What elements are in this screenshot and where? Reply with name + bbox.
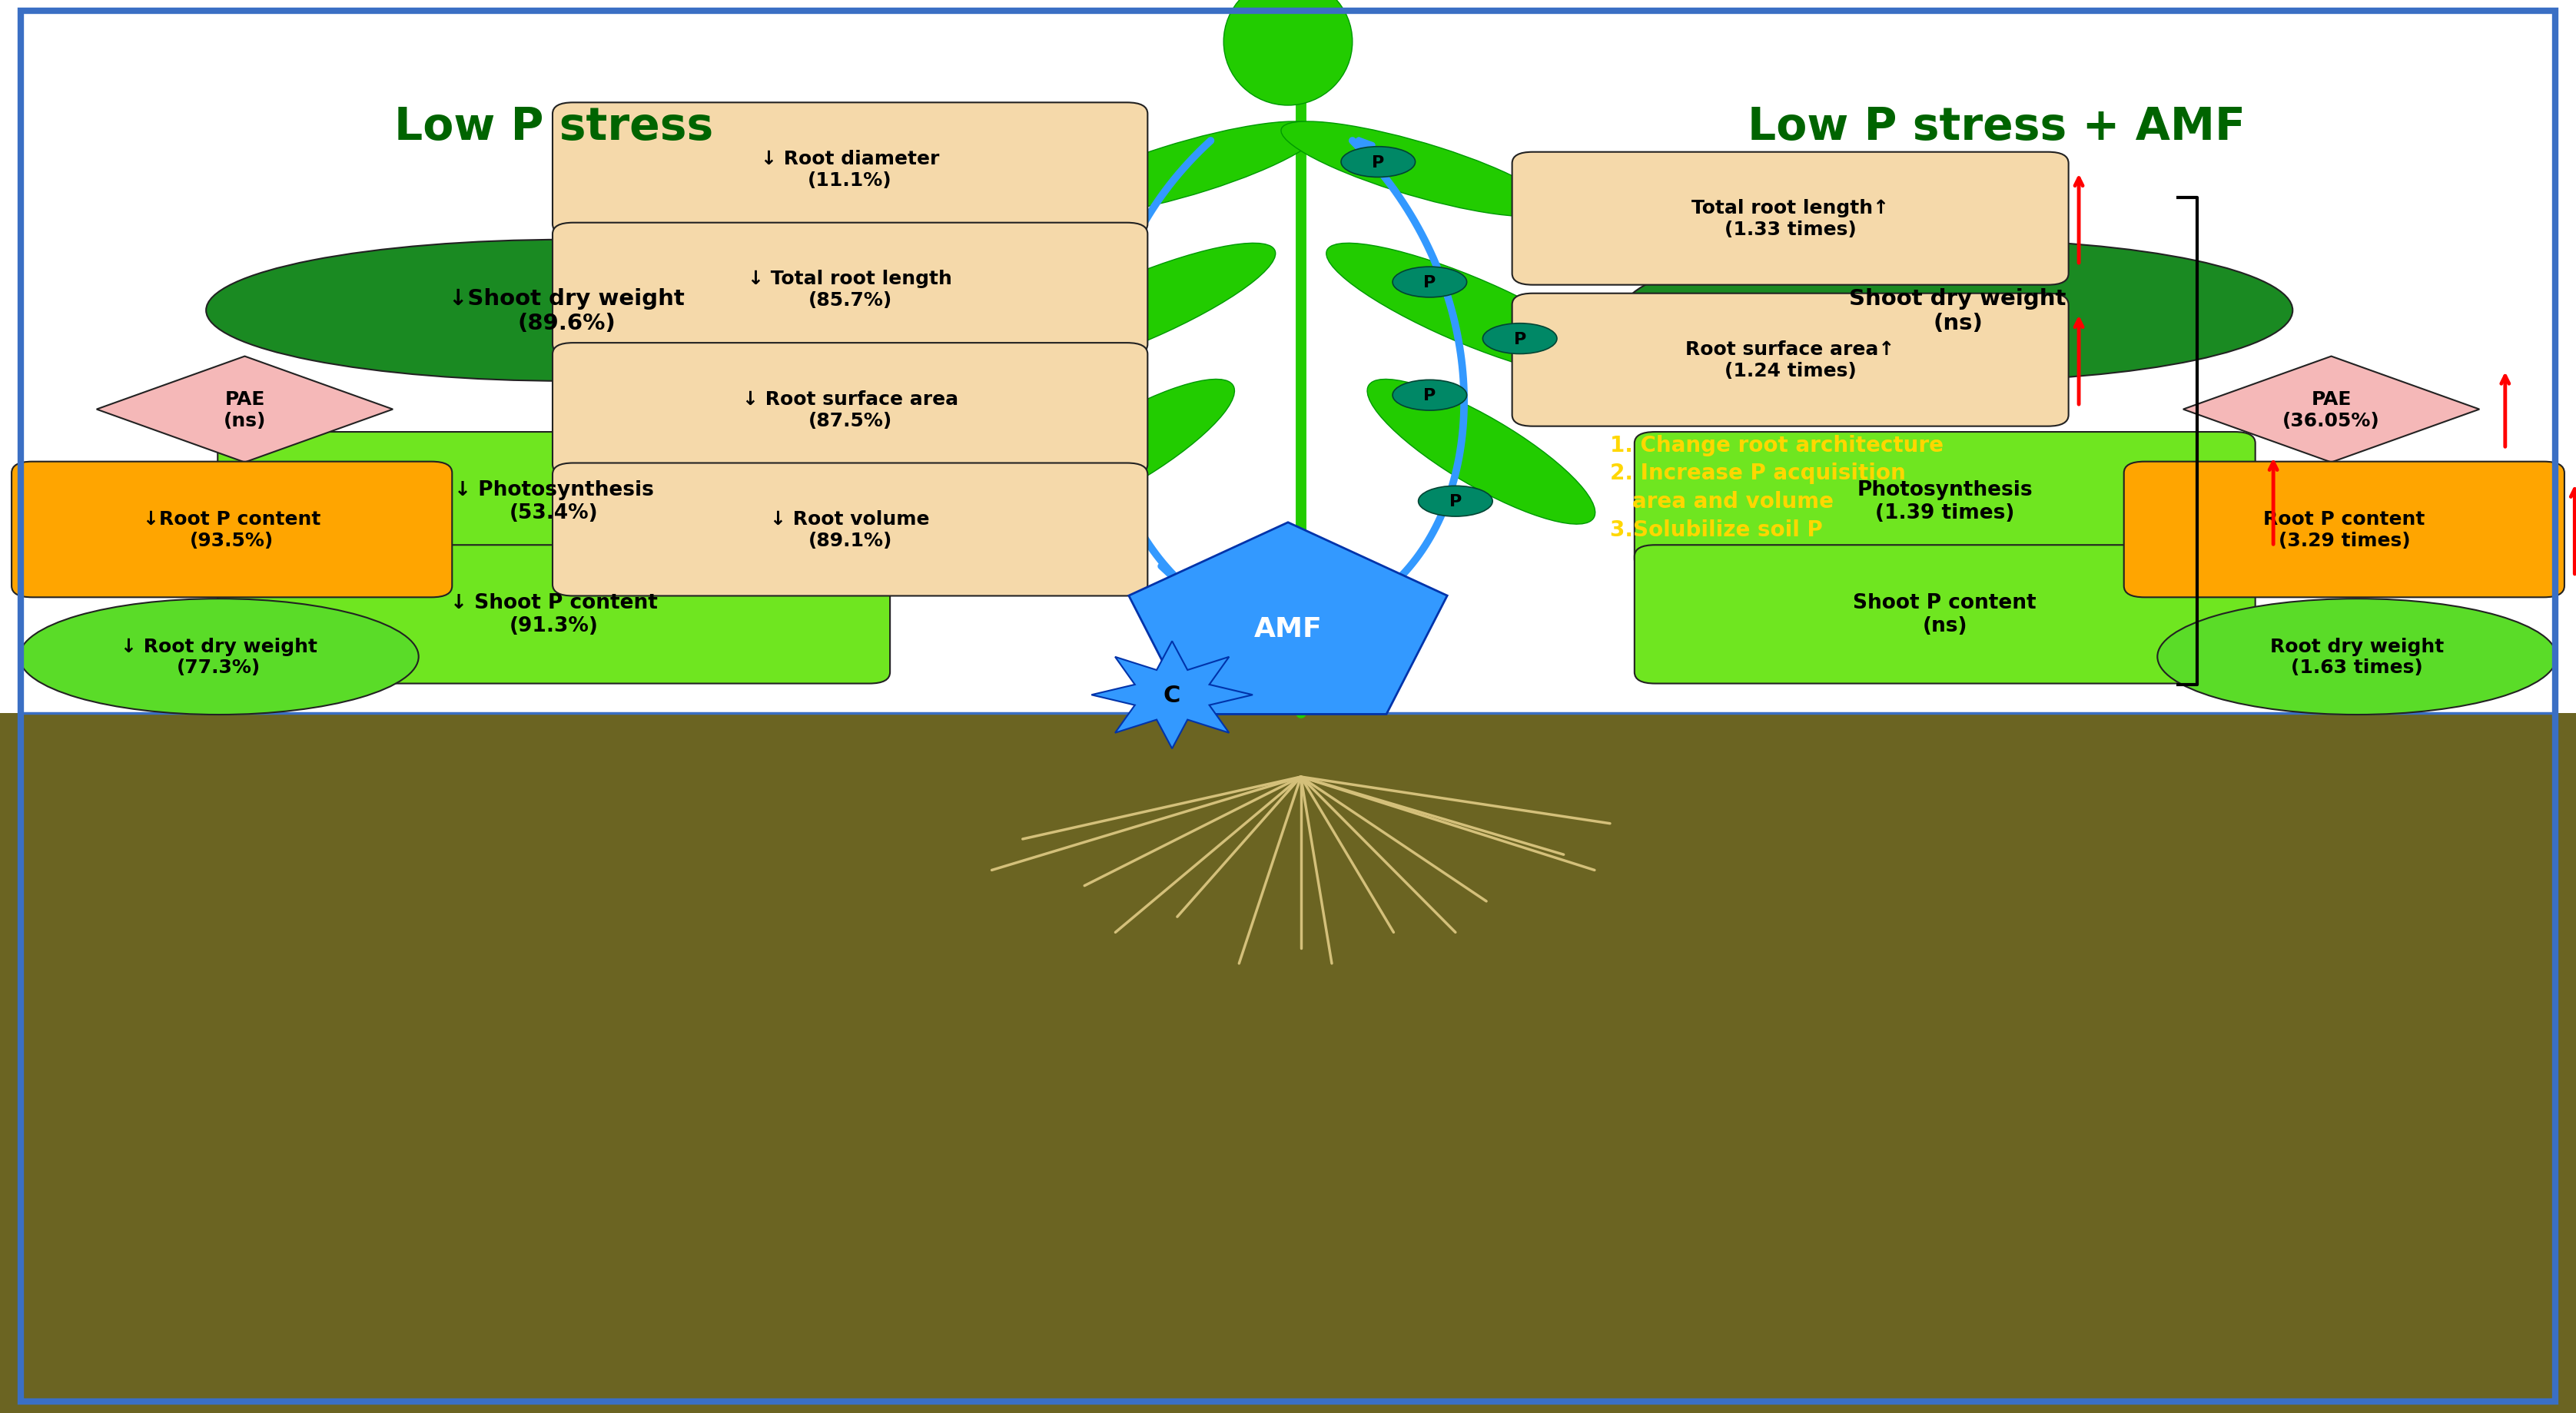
Text: ↓ Root surface area
(87.5%): ↓ Root surface area (87.5%): [742, 390, 958, 430]
FancyBboxPatch shape: [1633, 545, 2257, 684]
Ellipse shape: [206, 240, 927, 382]
FancyBboxPatch shape: [216, 432, 891, 571]
Ellipse shape: [21, 599, 417, 715]
Text: P: P: [1515, 332, 1525, 346]
Ellipse shape: [1327, 243, 1610, 379]
Ellipse shape: [1224, 0, 1352, 106]
Text: 1. Change root architecture
2. Increase P acquisition
   area and volume
3.Solub: 1. Change root architecture 2. Increase …: [1610, 434, 1942, 541]
Ellipse shape: [1484, 324, 1556, 355]
Text: Photosynthesis
(1.39 times): Photosynthesis (1.39 times): [1857, 480, 2032, 523]
Ellipse shape: [1368, 380, 1595, 524]
FancyBboxPatch shape: [10, 462, 453, 598]
Polygon shape: [98, 357, 392, 462]
Ellipse shape: [2156, 599, 2555, 715]
FancyBboxPatch shape: [1512, 294, 2069, 427]
Ellipse shape: [1419, 486, 1492, 517]
Text: PAE
(ns): PAE (ns): [224, 390, 265, 430]
Text: ↓ Root diameter
(11.1%): ↓ Root diameter (11.1%): [760, 150, 940, 189]
Text: AMF: AMF: [1255, 616, 1321, 642]
Bar: [0, 714, 2576, 1413]
Text: ↓ Root volume
(89.1%): ↓ Root volume (89.1%): [770, 510, 930, 550]
Text: ↓ Shoot P content
(91.3%): ↓ Shoot P content (91.3%): [451, 593, 657, 636]
Ellipse shape: [1394, 267, 1466, 298]
Text: P: P: [1425, 389, 1435, 403]
Text: Shoot P content
(ns): Shoot P content (ns): [1852, 593, 2038, 636]
Ellipse shape: [1280, 122, 1553, 218]
Text: PAE
(36.05%): PAE (36.05%): [2282, 390, 2380, 430]
FancyBboxPatch shape: [554, 343, 1149, 476]
Text: Shoot dry weight
(ns): Shoot dry weight (ns): [1850, 288, 2066, 333]
FancyBboxPatch shape: [216, 545, 891, 684]
Text: P: P: [1373, 155, 1383, 170]
Ellipse shape: [992, 243, 1275, 379]
Polygon shape: [1092, 642, 1252, 749]
Text: C: C: [1164, 684, 1180, 706]
Text: Root P content
(3.29 times): Root P content (3.29 times): [2264, 510, 2424, 550]
Text: Low P stress + AMF: Low P stress + AMF: [1747, 106, 2246, 148]
Text: ↓Shoot dry weight
(89.6%): ↓Shoot dry weight (89.6%): [448, 288, 685, 333]
Text: P: P: [1425, 276, 1435, 290]
Text: P: P: [1450, 495, 1461, 509]
Bar: [0, 0, 2576, 714]
Text: ↓ Photosynthesis
(53.4%): ↓ Photosynthesis (53.4%): [453, 480, 654, 523]
Text: Low P stress: Low P stress: [394, 106, 714, 148]
Ellipse shape: [1048, 122, 1321, 218]
Text: ↓ Root dry weight
(77.3%): ↓ Root dry weight (77.3%): [121, 637, 317, 677]
Text: Total root length↑
(1.33 times): Total root length↑ (1.33 times): [1692, 199, 1888, 239]
Text: ↓Root P content
(93.5%): ↓Root P content (93.5%): [142, 510, 322, 550]
Ellipse shape: [1007, 380, 1234, 524]
Ellipse shape: [1394, 380, 1466, 411]
FancyBboxPatch shape: [554, 223, 1149, 356]
Text: Root dry weight
(1.63 times): Root dry weight (1.63 times): [2269, 637, 2445, 677]
Ellipse shape: [1623, 240, 2293, 382]
Ellipse shape: [1342, 147, 1414, 178]
Polygon shape: [1128, 523, 1448, 715]
FancyBboxPatch shape: [2125, 462, 2566, 598]
Polygon shape: [2184, 357, 2478, 462]
Text: Root surface area↑
(1.24 times): Root surface area↑ (1.24 times): [1685, 341, 1896, 380]
FancyBboxPatch shape: [1512, 153, 2069, 285]
FancyBboxPatch shape: [1633, 432, 2257, 571]
Text: ↓ Total root length
(85.7%): ↓ Total root length (85.7%): [747, 270, 953, 309]
FancyBboxPatch shape: [554, 103, 1149, 236]
FancyBboxPatch shape: [554, 463, 1149, 596]
